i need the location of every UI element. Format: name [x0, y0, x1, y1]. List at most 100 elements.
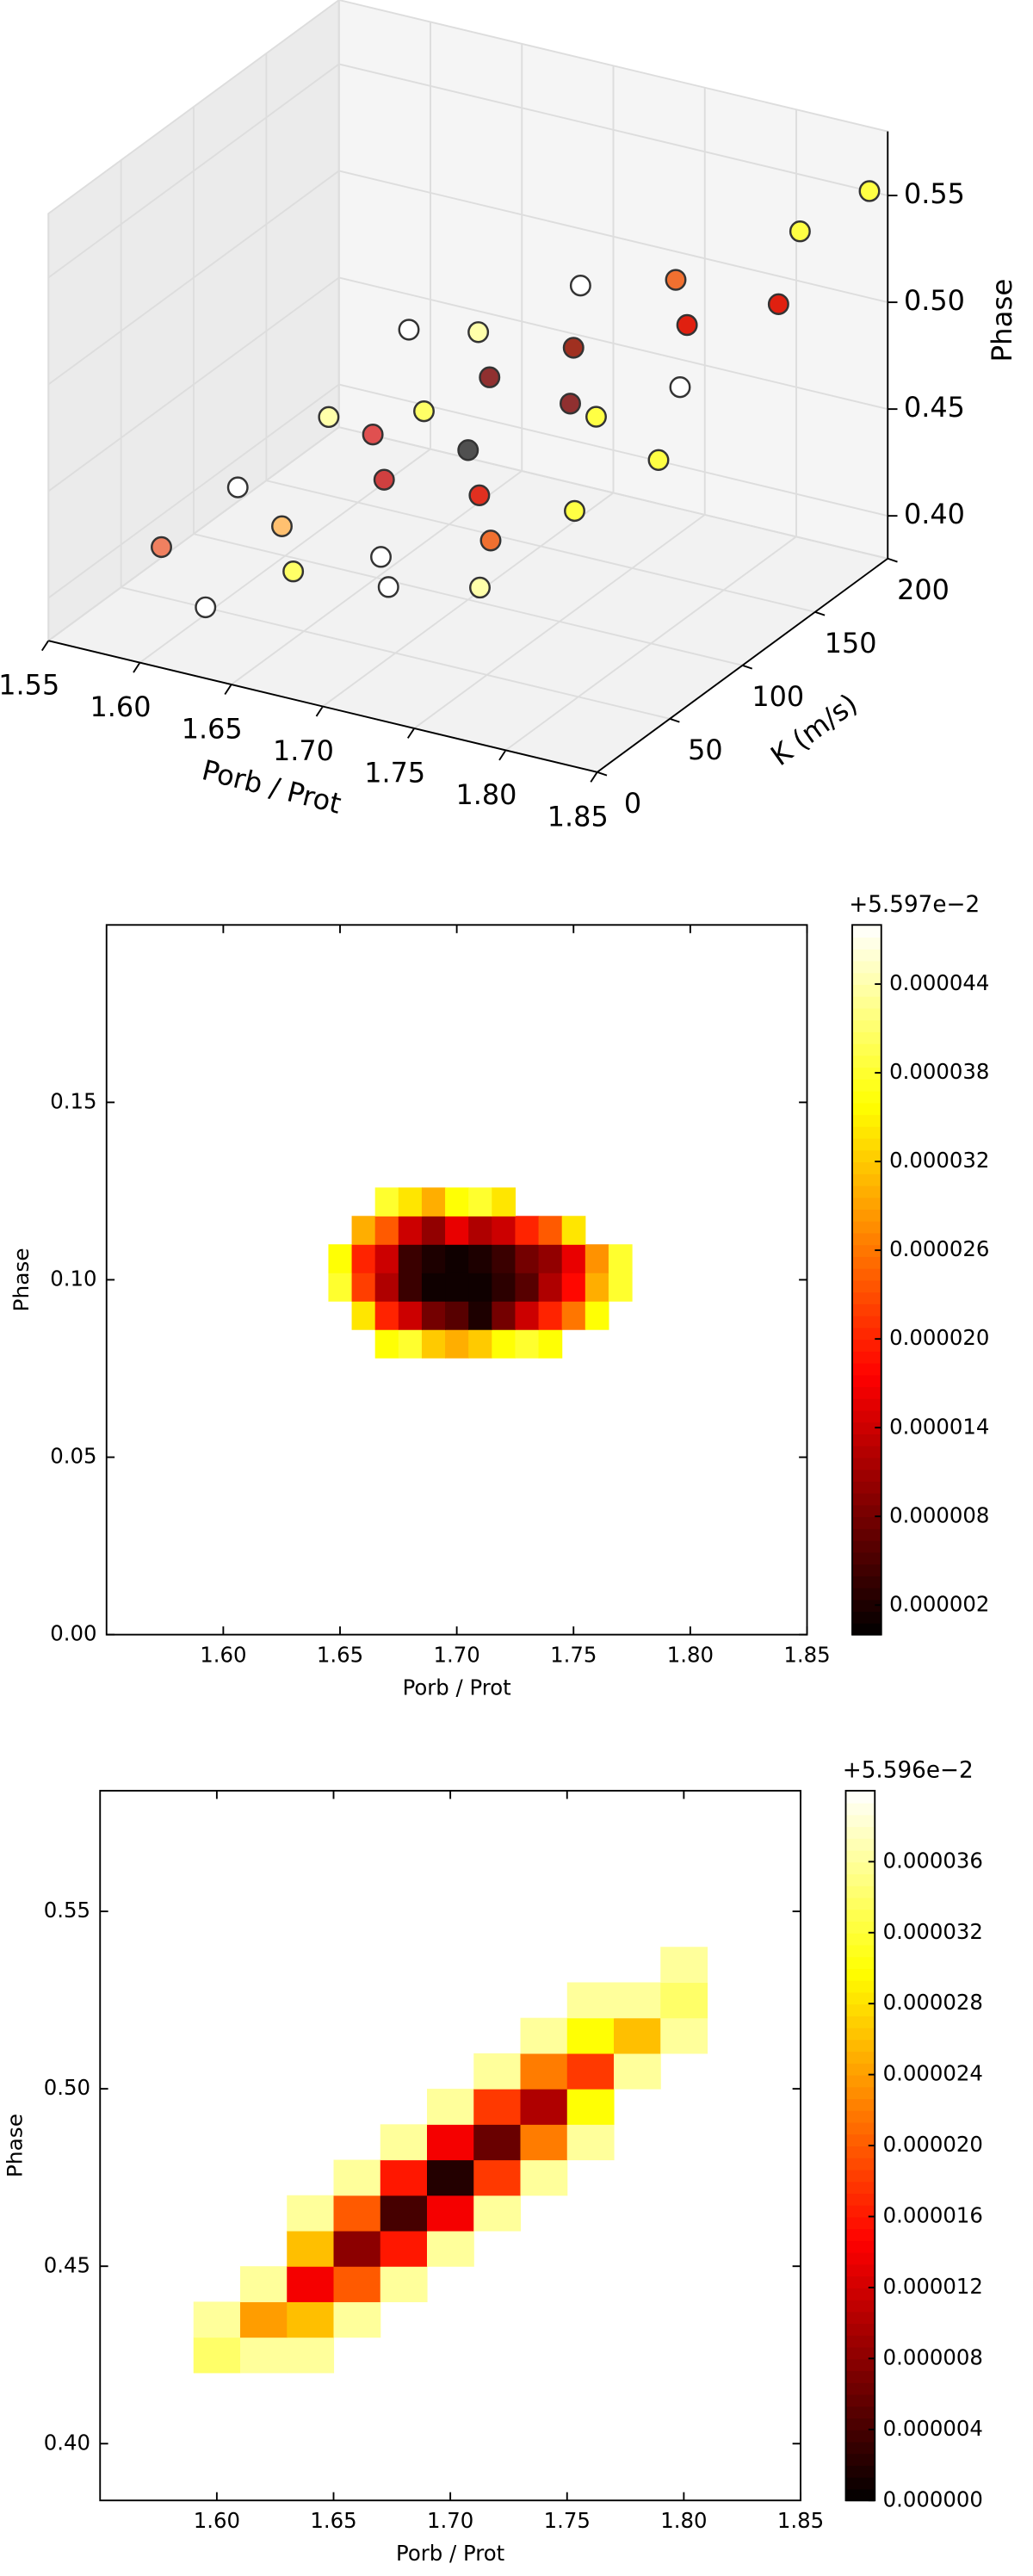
colorbar-step	[845, 2465, 875, 2478]
cell	[398, 1273, 423, 1302]
colorbar-step	[845, 2287, 875, 2300]
cell	[351, 1273, 376, 1302]
colorbar-step	[852, 1255, 881, 1269]
colorbar-step	[845, 2086, 875, 2100]
cell	[492, 1187, 516, 1217]
x-tick-label: 1.75	[544, 2508, 591, 2533]
point	[467, 321, 490, 344]
cell	[538, 1273, 563, 1302]
cell	[468, 1187, 492, 1217]
colorbar-step	[852, 1611, 881, 1624]
colorbar-step	[852, 972, 881, 985]
colorbar-step	[845, 2441, 875, 2455]
point	[479, 529, 502, 552]
cell	[515, 1329, 540, 1359]
colorbar-step	[852, 1386, 881, 1399]
cell	[520, 2124, 568, 2161]
colorbar-step	[852, 1622, 881, 1636]
colorbar-step	[845, 2015, 875, 2028]
colorbar-step	[852, 1362, 881, 1376]
colorbar-step	[852, 1078, 881, 1092]
y-tick-label: 0.05	[50, 1443, 96, 1468]
colorbar-step	[852, 1090, 881, 1104]
colorbar-step	[845, 2133, 875, 2147]
x-tick-label: 1.75	[550, 1642, 597, 1667]
colorbar-step	[845, 1909, 875, 1922]
tick-mark	[590, 771, 598, 783]
cell	[520, 2053, 568, 2090]
cell	[333, 2195, 381, 2232]
cell	[515, 1244, 540, 1273]
cell	[614, 2053, 661, 2090]
colorbar-step	[852, 948, 881, 962]
cell	[240, 2301, 288, 2338]
x-tick-label: 1.65	[182, 712, 243, 745]
colorbar-offset: +5.597e−2	[849, 891, 980, 918]
colorbar-step	[845, 2276, 875, 2288]
cell	[374, 1273, 399, 1302]
cell	[515, 1301, 540, 1330]
colorbar-step	[845, 2488, 875, 2502]
cell	[427, 2195, 474, 2232]
colorbar-tick-label: 0.000008	[883, 2344, 983, 2369]
point	[362, 424, 384, 446]
cell	[421, 1244, 446, 1273]
colorbar-step	[852, 1327, 881, 1341]
colorbar-step	[845, 2121, 875, 2135]
cell	[468, 1329, 492, 1359]
cell	[328, 1273, 353, 1302]
cell	[287, 2230, 335, 2267]
cell	[287, 2266, 335, 2302]
point	[468, 484, 491, 507]
x-tick-label: 1.85	[777, 2508, 824, 2533]
y-tick-label: 0	[624, 787, 641, 820]
colorbar-step	[845, 2181, 875, 2194]
cell	[333, 2159, 381, 2196]
colorbar-step	[845, 2251, 875, 2265]
colorbar-step	[845, 2204, 875, 2218]
point	[226, 476, 249, 498]
colorbar-step	[852, 1587, 881, 1601]
cell	[538, 1216, 563, 1245]
x-tick-label: 1.80	[660, 2508, 707, 2533]
colorbar-step	[852, 1516, 881, 1529]
point	[560, 393, 581, 415]
point	[413, 399, 435, 423]
x-tick-label: 1.55	[0, 668, 59, 701]
colorbar-step	[852, 1599, 881, 1613]
colorbar-step	[845, 2334, 875, 2348]
colorbar-step	[845, 2418, 875, 2430]
cell	[473, 2195, 522, 2232]
colorbar-step	[852, 925, 881, 938]
colorbar-step	[845, 1873, 875, 1886]
point	[479, 366, 501, 388]
colorbar-step	[845, 2109, 875, 2123]
colorbar-step	[845, 2358, 875, 2372]
cell	[374, 1244, 399, 1273]
colorbar-step	[852, 1209, 881, 1222]
point	[195, 596, 217, 619]
colorbar-tick-label: 0.000020	[883, 2132, 983, 2157]
colorbar-step	[845, 2157, 875, 2170]
tick-mark	[133, 662, 141, 673]
colorbar-step	[852, 1067, 881, 1080]
colorbar-step	[845, 2228, 875, 2241]
colorbar-step	[852, 1492, 881, 1506]
x-tick-label: 1.60	[90, 690, 152, 723]
cell	[608, 1244, 633, 1273]
colorbar-step	[852, 1575, 881, 1588]
cell	[468, 1216, 492, 1245]
point	[151, 536, 172, 559]
point	[858, 180, 881, 202]
cell	[515, 1216, 540, 1245]
colorbar-step	[852, 1019, 881, 1032]
y-tick-label: 0.45	[44, 2252, 90, 2277]
colorbar-step	[852, 1409, 881, 1423]
cell	[421, 1273, 446, 1302]
x-tick-label: 1.60	[200, 1642, 246, 1667]
cell	[427, 2230, 474, 2267]
cell	[566, 2124, 615, 2161]
cell	[492, 1244, 516, 1273]
point	[669, 376, 691, 399]
